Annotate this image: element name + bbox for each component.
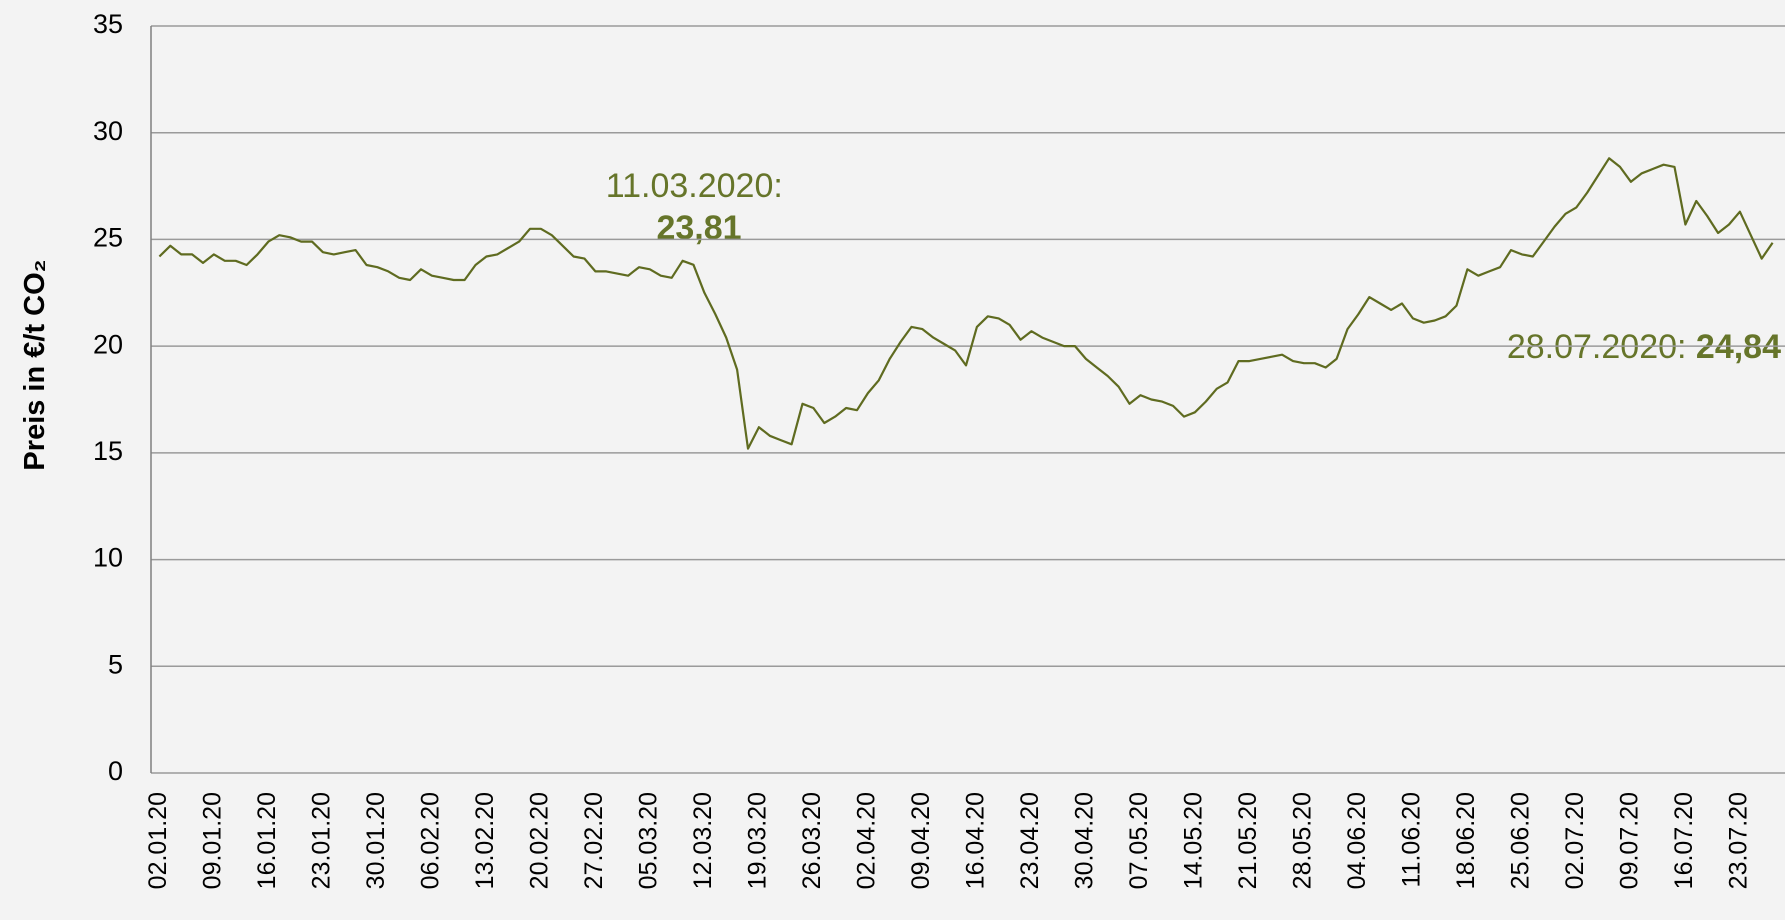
x-tick-label: 30.04.20 [1071, 792, 1099, 889]
price-line [158, 157, 1774, 450]
x-tick-label: 09.07.20 [1616, 792, 1644, 889]
x-tick-label: 16.01.20 [253, 792, 281, 889]
x-tick-label: 25.06.20 [1507, 792, 1535, 889]
x-tick-label: 14.05.20 [1180, 792, 1208, 889]
y-axis-title: Preis in €/t CO₂ [19, 259, 51, 470]
y-tick-label: 25 [93, 223, 123, 253]
x-tick-label: 23.01.20 [308, 792, 336, 889]
x-tick-label: 20.02.20 [526, 792, 554, 889]
x-tick-label: 02.04.20 [853, 792, 881, 889]
x-tick-label: 16.07.20 [1670, 792, 1698, 889]
x-tick-label: 09.01.20 [199, 792, 227, 889]
y-tick-label: 30 [93, 116, 123, 146]
x-tick-label: 02.07.20 [1561, 792, 1589, 889]
x-tick-label: 30.01.20 [362, 792, 390, 889]
x-tick-label: 23.04.20 [1016, 792, 1044, 889]
y-tick-label: 15 [93, 436, 123, 466]
x-tick-label: 05.03.20 [635, 792, 663, 889]
annotation: 11.03.2020: 23,81 [606, 167, 793, 247]
x-tick-label: 13.02.20 [471, 792, 499, 889]
annotation-value: 23,81 [656, 209, 741, 247]
x-tick-label: 12.03.20 [689, 792, 717, 889]
annotation-text: 11.03.2020: [606, 167, 783, 205]
x-tick-label: 18.06.20 [1452, 792, 1480, 889]
x-tick-label: 16.04.20 [962, 792, 990, 889]
x-tick-label: 06.02.20 [417, 792, 445, 889]
y-tick-label: 20 [93, 329, 123, 359]
x-tick-label: 28.05.20 [1289, 792, 1317, 889]
x-tick-label: 04.06.20 [1343, 792, 1371, 889]
y-tick-label: 10 [93, 543, 123, 573]
x-tick-label: 07.05.20 [1125, 792, 1153, 889]
y-tick-label: 5 [108, 649, 123, 679]
x-tick-label: 21.05.20 [1234, 792, 1262, 889]
y-tick-label: 0 [108, 756, 123, 786]
x-tick-label: 27.02.20 [580, 792, 608, 889]
x-tick-label: 23.07.20 [1725, 792, 1753, 889]
x-tick-label: 11.06.20 [1398, 792, 1426, 887]
x-tick-label: 19.03.20 [744, 792, 772, 889]
x-tick-label: 02.01.20 [144, 792, 172, 889]
x-tick-label: 09.04.20 [907, 792, 935, 889]
x-tick-label: 26.03.20 [798, 792, 826, 889]
y-tick-label: 35 [93, 9, 123, 39]
